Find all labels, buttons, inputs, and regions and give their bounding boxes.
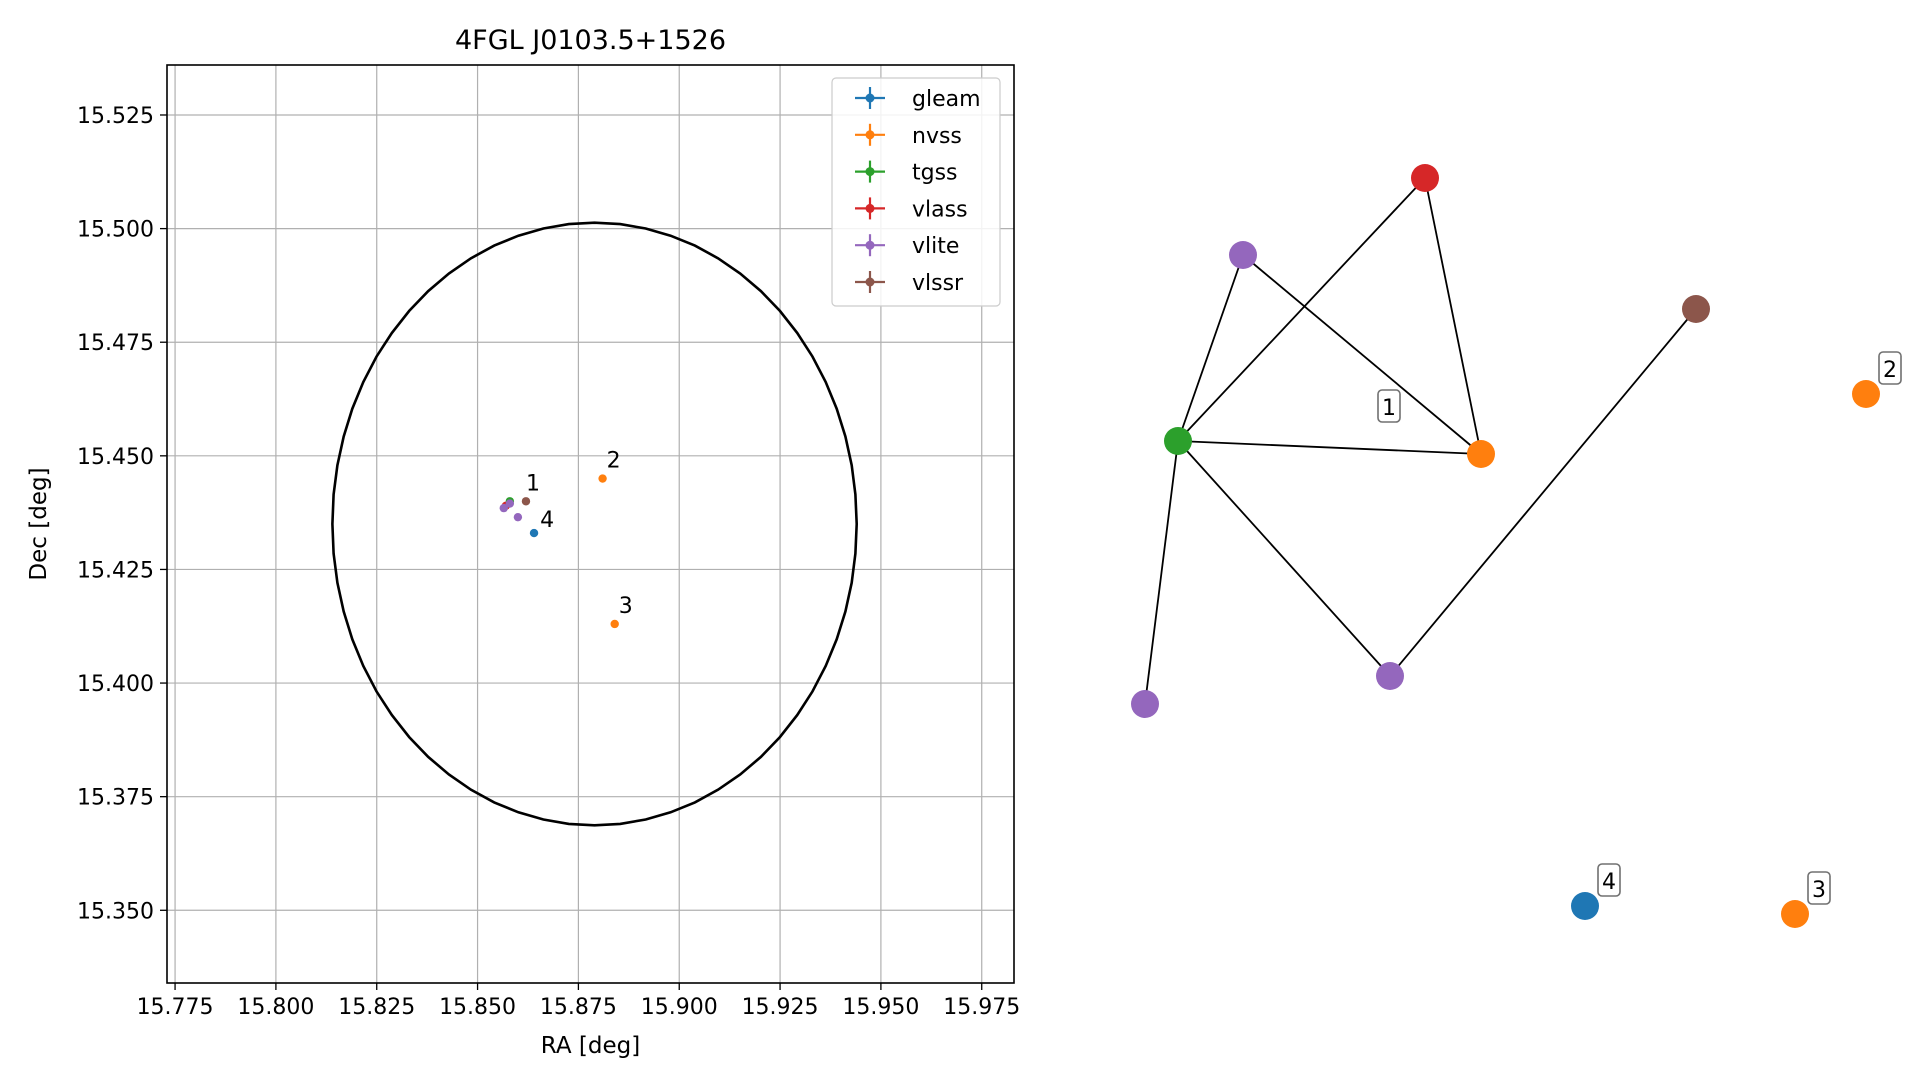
annotation-label: 3: [619, 594, 633, 619]
network-labels: 2 4 3 1: [1377, 351, 1902, 905]
plot-frame: [166, 64, 1015, 984]
network-edges: [1144, 177, 1697, 705]
legend: gleam nvss tgss vlass vlite vlssr: [831, 77, 1001, 307]
legend-marker-dot: [865, 130, 875, 140]
x-tick-label: 15.825: [338, 995, 415, 1020]
x-tick-label: 15.950: [842, 995, 919, 1020]
x-axis-ticks: 15.775 15.800 15.825 15.850 15.875 15.900 15.9…: [137, 983, 1020, 1020]
point-vlite: [499, 503, 508, 513]
point-annotations: 1 2 3 4: [526, 449, 633, 619]
x-tick-label: 15.925: [742, 995, 819, 1020]
grid-lines: [167, 65, 1014, 983]
legend-entries: gleam nvss tgss vlass vlite vlssr: [855, 87, 981, 296]
x-axis-label: RA [deg]: [541, 1033, 640, 1059]
network-nodes: [1131, 164, 1880, 928]
y-tick-label: 15.400: [77, 672, 154, 697]
x-tick-label: 15.975: [943, 995, 1020, 1020]
legend-marker-dot: [865, 240, 875, 250]
point-vlite: [513, 512, 523, 522]
network-node-nvss-3: [1781, 900, 1809, 928]
network-edge: [1389, 308, 1697, 677]
network-panel: 2 4 3 1: [1131, 164, 1902, 928]
x-tick-label: 15.850: [439, 995, 516, 1020]
point-nvss: [610, 619, 619, 629]
legend-label: vlite: [912, 234, 959, 259]
y-tick-label: 15.475: [77, 331, 154, 356]
data-points: [499, 474, 619, 629]
network-node-vlite-c: [1131, 690, 1159, 718]
legend-marker-dot: [865, 203, 875, 213]
network-label: 3: [1812, 878, 1826, 903]
network-label-box: [1597, 863, 1621, 897]
network-node-nvss-2: [1852, 380, 1880, 408]
x-tick-label: 15.800: [237, 995, 314, 1020]
localization-circle: [331, 221, 858, 827]
y-axis-ticks: 15.350 15.375 15.400 15.425 15.450 15.475 15.5…: [77, 104, 167, 924]
annotation-label: 2: [607, 449, 621, 474]
network-node-vlssr: [1682, 295, 1710, 323]
y-tick-label: 15.425: [77, 558, 154, 583]
network-edge: [1177, 440, 1391, 677]
network-label-box: [1377, 389, 1401, 423]
y-tick-label: 15.450: [77, 445, 154, 470]
legend-label: tgss: [912, 161, 958, 186]
y-axis-label: Dec [deg]: [26, 467, 52, 580]
network-label-box: [1807, 871, 1831, 905]
legend-marker-dot: [865, 93, 875, 103]
network-label-box: [1878, 351, 1902, 385]
network-node-tgss: [1164, 427, 1192, 455]
legend-label: vlssr: [912, 271, 964, 296]
network-edge: [1177, 177, 1426, 442]
x-tick-label: 15.775: [137, 995, 214, 1020]
network-node-vlite-a: [1229, 241, 1257, 269]
legend-marker-dot: [865, 277, 875, 287]
scatter-panel: 1 2 3 4 15.775 15.800 15.825 15.850 15.875 15.90…: [26, 25, 1020, 1059]
network-label: 2: [1883, 358, 1897, 383]
network-label: 1: [1382, 396, 1396, 421]
network-node-vlass: [1411, 164, 1439, 192]
network-label: 4: [1602, 870, 1616, 895]
network-node-nvss-1: [1467, 440, 1495, 468]
y-tick-label: 15.500: [77, 218, 154, 243]
point-vlite: [505, 499, 515, 508]
network-edge: [1144, 440, 1179, 705]
point-vlssr: [521, 497, 531, 506]
chart-title: 4FGL J0103.5+1526: [455, 25, 726, 56]
annotation-label: 4: [540, 508, 554, 533]
y-tick-label: 15.375: [77, 786, 154, 811]
network-node-gleam-4: [1571, 892, 1599, 920]
legend-label: gleam: [912, 87, 981, 112]
network-edge: [1424, 177, 1482, 455]
legend-label: vlass: [912, 197, 968, 222]
network-edge: [1242, 254, 1482, 455]
network-edge: [1177, 440, 1482, 455]
point-nvss: [598, 474, 607, 483]
point-gleam: [529, 528, 539, 538]
y-tick-label: 15.350: [77, 899, 154, 924]
network-edge: [1177, 254, 1244, 442]
legend-label: nvss: [912, 124, 962, 149]
x-tick-label: 15.900: [641, 995, 718, 1020]
search-circle: [331, 221, 858, 827]
network-node-vlite-b: [1376, 662, 1404, 690]
legend-marker-dot: [865, 167, 875, 177]
annotation-label: 1: [526, 471, 540, 496]
y-tick-label: 15.525: [77, 104, 154, 129]
x-tick-label: 15.875: [540, 995, 617, 1020]
